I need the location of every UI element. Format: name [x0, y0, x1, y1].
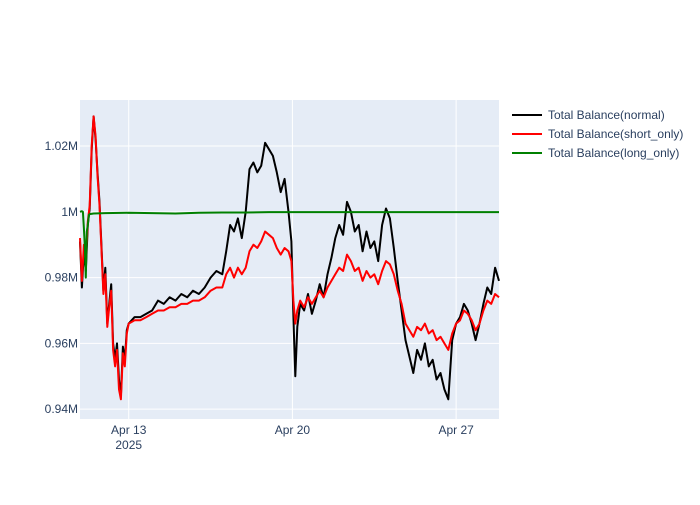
plot-area: [80, 100, 499, 419]
legend: Total Balance(normal) Total Balance(short…: [512, 108, 683, 160]
series-lines: [79, 115, 500, 401]
x-tick-label: Apr 20: [275, 423, 311, 437]
x-tick-sublabel: 2025: [115, 438, 142, 452]
y-tick-label: 0.94M: [45, 402, 78, 416]
y-tick-label: 1M: [61, 205, 78, 219]
y-tick-label: 0.96M: [45, 336, 78, 350]
legend-label[interactable]: Total Balance(long_only): [548, 146, 679, 160]
legend-label[interactable]: Total Balance(short_only): [548, 127, 683, 141]
y-tick-label: 0.98M: [45, 271, 78, 285]
x-tick-label: Apr 27: [438, 423, 474, 437]
legend-label[interactable]: Total Balance(normal): [548, 108, 665, 122]
series-line-2: [79, 210, 499, 279]
y-tick-label: 1.02M: [45, 139, 78, 153]
series-line-1: [79, 115, 500, 401]
x-tick-label: Apr 13: [111, 423, 147, 437]
grid-lines: [80, 100, 499, 419]
series-line-0: [79, 115, 500, 401]
